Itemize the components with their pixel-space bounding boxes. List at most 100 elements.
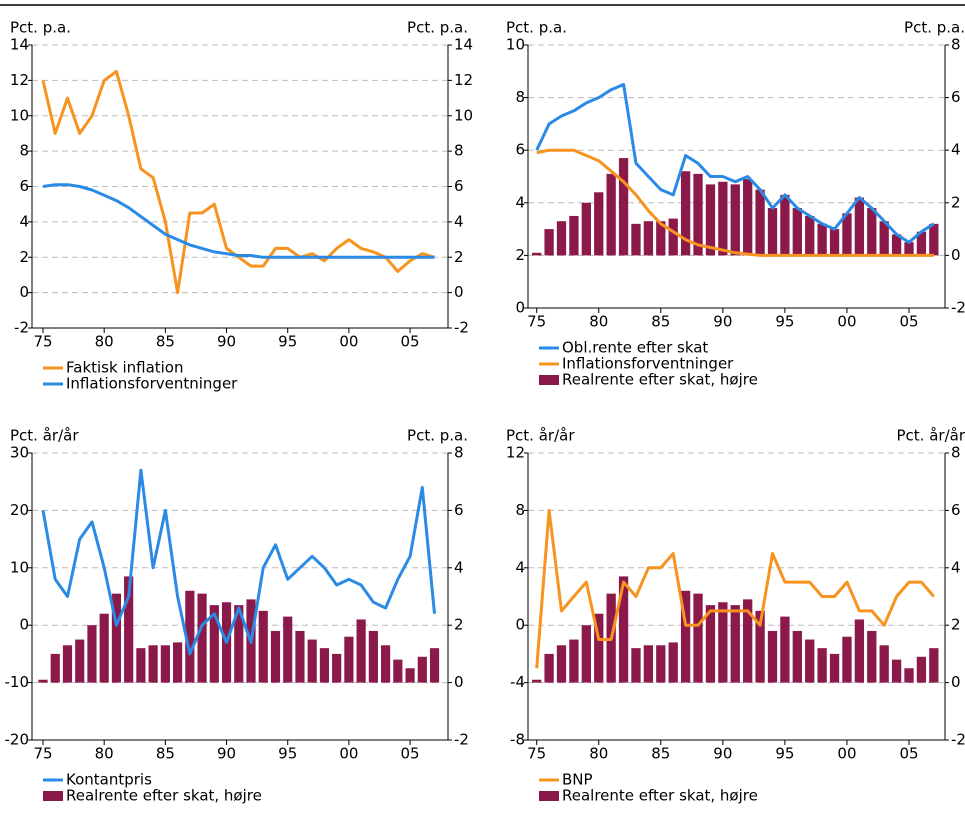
legend-swatch: [539, 375, 559, 385]
y2-tick-label: 10: [454, 106, 473, 124]
y-tick-label: 12: [10, 71, 29, 89]
bar: [668, 218, 678, 256]
y-tick-label: -8: [510, 731, 525, 749]
bar: [544, 653, 554, 683]
bar: [718, 181, 728, 256]
y2-tick-label: 14: [454, 36, 473, 54]
bar: [854, 197, 865, 256]
y2-tick-label: 4: [454, 558, 464, 576]
bar: [209, 605, 219, 683]
y-tick-label: 4: [515, 558, 525, 576]
y2-tick-label: 2: [454, 248, 464, 266]
y-tick-label: 0: [19, 616, 29, 634]
bar: [148, 645, 158, 683]
x-tick-label: 95: [775, 313, 794, 331]
y-tick-label: 2: [19, 248, 29, 266]
y-tick-label: 8: [515, 88, 525, 106]
bar: [429, 648, 440, 683]
y2-tick-label: 4: [951, 558, 961, 576]
bar: [38, 679, 48, 683]
legend-label: Kontantpris: [66, 771, 152, 789]
y-tick-label: 4: [19, 212, 29, 230]
y2-tick-label: 6: [454, 501, 464, 519]
y2-tick-label: 6: [951, 88, 961, 106]
x-tick-label: 90: [217, 745, 236, 763]
bar: [705, 605, 716, 683]
bar: [805, 215, 815, 256]
bar: [393, 659, 403, 683]
x-tick-label: 80: [589, 313, 608, 331]
x-tick-label: 80: [95, 333, 114, 351]
y-axis-label: Pct. p.a.: [506, 19, 567, 37]
x-tick-label: 05: [899, 313, 918, 331]
bar: [606, 173, 616, 256]
y2-tick-label: 2: [454, 616, 464, 634]
y-axis-label: Pct. år/år: [10, 427, 79, 445]
bar: [368, 630, 378, 683]
y2-tick-label: 12: [454, 71, 473, 89]
y-tick-label: 14: [10, 36, 29, 54]
x-tick-label: 85: [651, 745, 670, 763]
y2-tick-label: 8: [951, 444, 961, 462]
line-series: [41, 70, 435, 295]
bar: [780, 616, 790, 683]
bar: [916, 656, 927, 683]
y2-tick-label: 0: [951, 673, 961, 691]
bar: [270, 630, 281, 683]
bar: [532, 252, 542, 256]
y-tick-label: 20: [10, 501, 29, 519]
bar: [842, 213, 852, 256]
bar: [417, 656, 427, 683]
bar: [197, 593, 207, 683]
bar: [817, 223, 827, 256]
y-tick-label: 4: [515, 193, 525, 211]
y2-axis-label: Pct. p.a.: [904, 19, 965, 37]
x-tick-label: 00: [339, 333, 358, 351]
x-tick-label: 85: [651, 313, 670, 331]
legend-label: Realrente efter skat, højre: [66, 787, 262, 805]
bar: [929, 223, 939, 256]
bar: [594, 613, 604, 683]
y-tick-label: -20: [5, 731, 30, 749]
bar: [668, 642, 678, 683]
bar: [680, 590, 691, 683]
bar: [99, 613, 109, 683]
bar: [718, 602, 728, 683]
y-axis-label: Pct. år/år: [506, 427, 575, 445]
bar: [817, 648, 827, 683]
y2-tick-label: 6: [454, 177, 464, 195]
y2-tick-label: 6: [951, 501, 961, 519]
y-tick-label: 8: [19, 142, 29, 160]
x-tick-label: 95: [278, 333, 297, 351]
bar: [891, 659, 902, 683]
x-tick-label: 90: [713, 745, 732, 763]
bar: [805, 639, 815, 683]
bar: [705, 184, 716, 256]
y2-tick-label: 0: [454, 283, 464, 301]
y-tick-label: -4: [510, 673, 525, 691]
x-tick-label: 75: [33, 333, 52, 351]
y2-tick-label: 8: [951, 36, 961, 54]
bar: [767, 208, 778, 256]
bar: [185, 590, 195, 683]
bar: [544, 229, 554, 256]
x-tick-label: 00: [339, 745, 358, 763]
y-tick-label: 12: [506, 444, 525, 462]
x-tick-label: 95: [278, 745, 297, 763]
bar: [656, 645, 666, 683]
bar: [258, 610, 268, 683]
legend-swatch: [43, 791, 63, 801]
x-tick-label: 75: [527, 745, 546, 763]
y2-tick-label: 8: [454, 444, 464, 462]
y-tick-label: 6: [515, 141, 525, 159]
y2-tick-label: 2: [951, 193, 961, 211]
y2-tick-label: -2: [951, 731, 965, 749]
x-tick-label: 80: [589, 745, 608, 763]
y-tick-label: 0: [515, 299, 525, 317]
bar: [581, 202, 591, 256]
bar: [319, 648, 330, 683]
legend-label: Realrente efter skat, højre: [562, 371, 758, 389]
bar: [867, 630, 877, 683]
bar: [87, 625, 97, 683]
